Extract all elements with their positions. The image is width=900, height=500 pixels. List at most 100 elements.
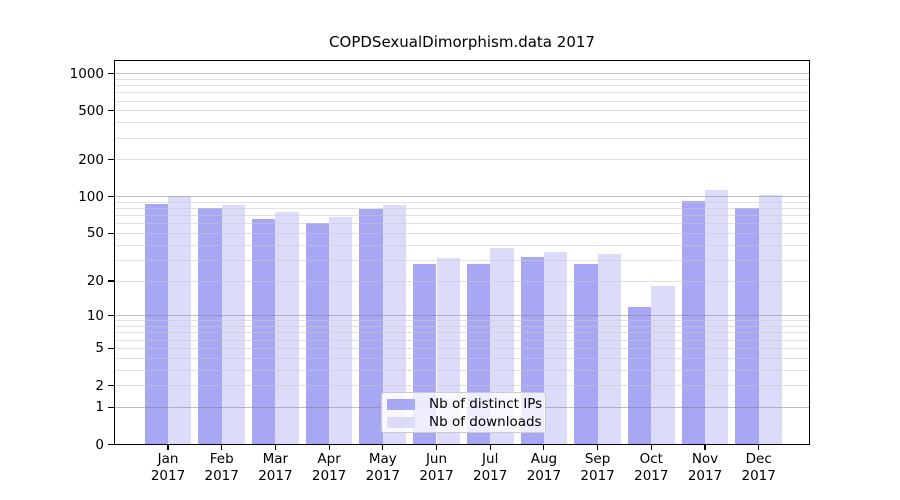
x-tick-label-apr: Apr 2017 bbox=[311, 451, 347, 484]
y-tick-1 bbox=[108, 406, 114, 408]
gridline-minor-300 bbox=[114, 137, 810, 139]
gridline-minor-700 bbox=[114, 92, 810, 94]
x-tick-may bbox=[382, 444, 384, 450]
x-tick-nov bbox=[704, 444, 706, 450]
gridline-minor-80 bbox=[114, 208, 810, 210]
gridline-minor-8 bbox=[114, 326, 810, 328]
gridline-minor-70 bbox=[114, 215, 810, 217]
bar-nb-of-distinct-ips-mar bbox=[252, 218, 276, 445]
chart-title: COPDSexualDimorphism.data 2017 bbox=[329, 33, 595, 51]
bar-nb-of-downloads-feb bbox=[221, 204, 246, 445]
bar-nb-of-downloads-sep bbox=[597, 253, 621, 445]
x-tick-apr bbox=[328, 444, 330, 450]
y-tick-label-20: 20 bbox=[86, 273, 104, 290]
grid-layer bbox=[114, 60, 810, 445]
gridline-minor-500 bbox=[114, 110, 810, 112]
bar-nb-of-downloads-dec bbox=[758, 195, 783, 445]
y-tick-label-10: 10 bbox=[86, 307, 104, 324]
y-tick-label-100: 100 bbox=[78, 188, 104, 205]
bar-nb-of-distinct-ips-sep bbox=[574, 263, 598, 445]
gridline-minor-3 bbox=[114, 369, 810, 371]
y-tick-label-50: 50 bbox=[86, 225, 104, 242]
y-tick-label-200: 200 bbox=[78, 151, 104, 168]
gridline-minor-60 bbox=[114, 223, 810, 225]
gridline-minor-7 bbox=[114, 332, 810, 334]
x-tick-label-jun: Jun 2017 bbox=[419, 451, 454, 484]
gridline-minor-900 bbox=[114, 78, 810, 80]
bar-nb-of-downloads-jan bbox=[168, 196, 192, 445]
legend-item-downloads: Nb of downloads bbox=[387, 414, 542, 430]
bar-nb-of-downloads-apr bbox=[329, 217, 353, 445]
gridline-major-10 bbox=[114, 315, 810, 317]
x-tick-label-sep: Sep 2017 bbox=[580, 451, 615, 484]
y-tick-label-1000: 1000 bbox=[69, 65, 104, 82]
gridline-minor-30 bbox=[114, 259, 810, 261]
legend-item-distinct-ips: Nb of distinct IPs bbox=[387, 396, 543, 412]
gridline-minor-5 bbox=[114, 347, 810, 349]
y-tick-2 bbox=[108, 384, 114, 387]
x-tick-label-jul: Jul 2017 bbox=[473, 451, 508, 484]
gridline-minor-20 bbox=[114, 280, 810, 282]
x-tick-oct bbox=[650, 444, 652, 450]
x-tick-label-dec: Dec 2017 bbox=[741, 451, 776, 484]
x-tick-mar bbox=[274, 444, 276, 450]
gridline-minor-400 bbox=[114, 122, 810, 124]
legend-swatch-downloads bbox=[387, 417, 415, 428]
x-tick-jun bbox=[435, 444, 438, 450]
gridline-minor-2 bbox=[114, 385, 810, 387]
bar-nb-of-downloads-nov bbox=[705, 189, 729, 445]
y-tick-label-0: 0 bbox=[95, 436, 104, 453]
legend-label-distinct-ips: Nb of distinct IPs bbox=[429, 396, 543, 412]
x-tick-label-oct: Oct 2017 bbox=[634, 451, 669, 484]
x-tick-label-feb: Feb 2017 bbox=[204, 451, 239, 484]
gridline-minor-50 bbox=[114, 232, 810, 234]
x-tick-label-may: May 2017 bbox=[365, 451, 400, 484]
y-tick-500 bbox=[108, 110, 114, 112]
x-tick-label-jan: Jan 2017 bbox=[150, 451, 186, 484]
plot-area: 1000 500 200 100 50 20 10 5 2 1 0 Jan 2017 Feb 2017 M… bbox=[70, 60, 810, 484]
gridline-minor-9 bbox=[114, 320, 810, 322]
y-tick-200 bbox=[108, 159, 114, 161]
gridline-major-100 bbox=[114, 196, 810, 198]
bar-nb-of-downloads-mar bbox=[275, 212, 299, 445]
x-tick-aug bbox=[543, 444, 545, 450]
x-tick-dec bbox=[758, 444, 760, 450]
y-tick-1000 bbox=[108, 73, 114, 75]
y-tick-label-5: 5 bbox=[95, 340, 104, 357]
bar-nb-of-downloads-may bbox=[382, 204, 407, 445]
y-tick-10 bbox=[108, 315, 114, 317]
y-tick-50 bbox=[108, 232, 114, 235]
gridline-minor-600 bbox=[114, 100, 810, 102]
bar-nb-of-downloads-oct bbox=[651, 286, 675, 445]
gridline-minor-200 bbox=[114, 159, 810, 161]
x-tick-label-mar: Mar 2017 bbox=[258, 451, 293, 484]
y-tick-label-500: 500 bbox=[78, 102, 104, 119]
gridline-minor-40 bbox=[114, 244, 810, 246]
x-tick-label-nov: Nov 2017 bbox=[687, 451, 723, 484]
bar-nb-of-distinct-ips-jan bbox=[144, 204, 168, 445]
gridline-minor-800 bbox=[114, 85, 810, 87]
ticks-layer: 1000 500 200 100 50 20 10 5 2 1 0 Jan 2017 Feb 2017 M… bbox=[70, 60, 810, 484]
x-tick-sep bbox=[597, 444, 599, 450]
legend-label-downloads: Nb of downloads bbox=[429, 414, 542, 430]
bar-nb-of-distinct-ips-nov bbox=[681, 201, 705, 445]
x-tick-jan bbox=[167, 444, 169, 450]
x-tick-label-aug: Aug 2017 bbox=[526, 451, 562, 484]
gridline-minor-4 bbox=[114, 357, 810, 359]
x-tick-feb bbox=[221, 444, 223, 450]
gridline-minor-6 bbox=[114, 339, 810, 341]
bar-nb-of-distinct-ips-oct bbox=[627, 306, 652, 445]
gridline-major-1000 bbox=[114, 73, 810, 75]
bar-nb-of-distinct-ips-apr bbox=[305, 222, 330, 445]
y-tick-100 bbox=[108, 196, 114, 198]
gridline-minor-90 bbox=[114, 201, 810, 203]
y-tick-0 bbox=[108, 443, 114, 446]
y-tick-label-1: 1 bbox=[95, 399, 104, 416]
y-tick-20 bbox=[108, 280, 114, 282]
legend-swatch-distinct-ips bbox=[387, 399, 415, 410]
y-tick-5 bbox=[108, 347, 114, 349]
x-tick-jul bbox=[489, 444, 491, 450]
y-tick-label-2: 2 bbox=[95, 377, 104, 394]
legend: Nb of distinct IPs Nb of downloads bbox=[381, 392, 546, 433]
